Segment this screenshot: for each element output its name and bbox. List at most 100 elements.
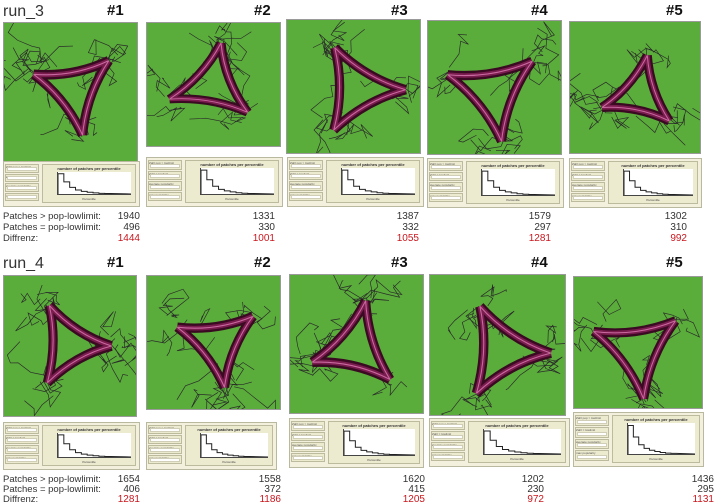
histogram xyxy=(624,169,693,195)
stat-equal: 230 xyxy=(527,484,544,495)
stat-diff: 992 xyxy=(670,233,687,244)
plot-xlabel: Percentile xyxy=(649,457,663,461)
monitor-value xyxy=(573,164,603,169)
monitor: max popularity xyxy=(431,451,465,461)
path-network xyxy=(290,275,408,397)
monitor-value xyxy=(573,185,603,190)
stats-label-diff: Diffrenz: xyxy=(3,494,39,504)
histogram xyxy=(484,429,561,454)
world-view xyxy=(3,22,138,162)
run-number: #3 xyxy=(391,2,408,19)
monitor-value xyxy=(150,438,180,442)
monitor: max popularity xyxy=(571,192,605,202)
monitor: average popularity xyxy=(429,182,463,192)
percentile-plot: number of patches per percentile Percenti… xyxy=(42,425,136,466)
path-network xyxy=(574,298,701,408)
stats-label-equal: Patches = pop-lowlimit: xyxy=(3,484,101,495)
monitor: max popularity xyxy=(429,192,463,202)
monitor: average popularity xyxy=(291,442,325,452)
world-view xyxy=(427,20,562,155)
monitor-value xyxy=(433,424,463,429)
plot-xlabel: Percentile xyxy=(82,460,96,464)
percentile-plot: number of patches per percentile Percenti… xyxy=(185,160,279,203)
plot-area xyxy=(627,423,695,455)
path-network xyxy=(6,284,136,416)
plot-area xyxy=(57,433,131,458)
stat-equal: 330 xyxy=(258,222,275,233)
stat-above: 1387 xyxy=(396,211,419,222)
stat-above: 1436 xyxy=(691,474,714,485)
monitor-value xyxy=(573,196,603,200)
stat-above: 1202 xyxy=(521,474,544,485)
percentile-plot: number of patches per percentile Percenti… xyxy=(326,160,420,203)
stat-diff: 1281 xyxy=(528,233,551,244)
monitor-value xyxy=(293,445,323,450)
run-number: #2 xyxy=(254,254,271,271)
plot-title: number of patches per percentile xyxy=(200,162,264,167)
monitor-value xyxy=(150,184,180,189)
run-number: #4 xyxy=(531,2,548,19)
histogram xyxy=(342,168,415,194)
percentile-plot: number of patches per percentile Percenti… xyxy=(328,421,420,464)
stat-above: 1620 xyxy=(402,474,425,485)
stat-equal: 496 xyxy=(123,222,140,233)
stat-diff: 972 xyxy=(527,494,544,504)
percentile-plot: number of patches per percentile Percenti… xyxy=(185,425,273,466)
percentile-plot: number of patches per percentile Percenti… xyxy=(466,161,560,204)
monitor: Zahl pop > lowlimit xyxy=(148,160,182,170)
stats-label-diff: Diffrenz: xyxy=(3,233,39,244)
monitor-value xyxy=(7,166,37,171)
percentile-plot: number of patches per percentile Percenti… xyxy=(42,164,136,203)
plot-title: number of patches per percentile xyxy=(621,163,685,168)
monitor-value xyxy=(291,174,321,178)
path-network xyxy=(4,23,129,142)
monitor-value xyxy=(150,195,180,199)
stat-above: 1331 xyxy=(252,211,275,222)
run-label: run_4 xyxy=(3,255,44,272)
histogram xyxy=(201,168,274,194)
stat-above: 1302 xyxy=(664,211,687,222)
stat-equal: 297 xyxy=(534,222,551,233)
monitor-value xyxy=(577,455,607,459)
plot-area xyxy=(623,169,693,196)
stat-diff: 1131 xyxy=(692,494,714,504)
plot-title: number of patches per percentile xyxy=(624,417,688,422)
run-number: #2 xyxy=(254,2,271,19)
stats-label-above: Patches > pop-lowlimit: xyxy=(3,211,101,222)
stat-above: 1558 xyxy=(258,474,281,485)
histogram xyxy=(344,429,415,455)
monitor-value xyxy=(150,448,180,452)
stat-diff: 1001 xyxy=(252,233,275,244)
world-view xyxy=(146,275,281,410)
monitor: Zahl pop > lowlimit xyxy=(575,415,609,426)
monitor: max popularity xyxy=(148,191,182,201)
monitor-value xyxy=(433,444,463,449)
stat-above: 1654 xyxy=(117,474,140,485)
stat-diff: 1281 xyxy=(117,494,140,504)
monitor: Zahl = lowlimit xyxy=(148,170,182,180)
monitor-value xyxy=(150,458,180,462)
path-network xyxy=(310,20,420,153)
run-number: #3 xyxy=(391,254,408,271)
stat-diff: 1186 xyxy=(259,494,281,504)
stat-equal: 406 xyxy=(123,484,140,495)
monitor: max popularity xyxy=(291,452,325,462)
stats-label-equal: Patches = pop-lowlimit: xyxy=(3,222,101,233)
percentile-plot: number of patches per percentile Percenti… xyxy=(468,421,566,463)
monitor-value xyxy=(431,196,461,200)
monitor-value xyxy=(7,176,37,180)
plot-xlabel: Percentile xyxy=(222,460,236,464)
run-number: #5 xyxy=(666,2,683,19)
plot-title: number of patches per percentile xyxy=(481,163,545,168)
monitor: Zahl = lowlimit xyxy=(5,173,39,182)
run-number: #1 xyxy=(107,254,124,271)
plot-title: number of patches per percentile xyxy=(342,423,406,428)
monitor: Zahl pop > lowlimit xyxy=(5,164,39,173)
run-number: #4 xyxy=(531,254,548,271)
monitor-value xyxy=(577,443,607,448)
monitor: max popularity xyxy=(575,450,609,461)
monitor-value xyxy=(431,164,461,169)
